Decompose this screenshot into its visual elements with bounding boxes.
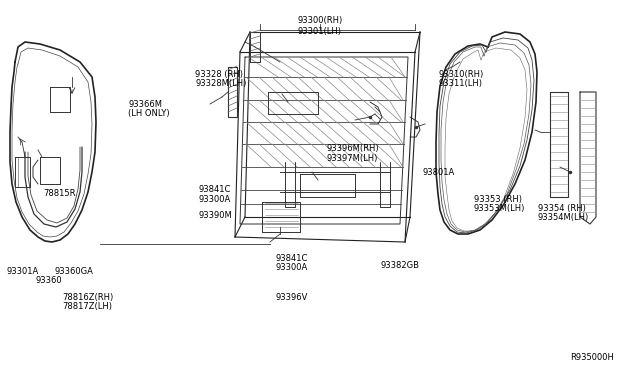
Text: 78815R: 78815R (44, 189, 76, 198)
Text: 93801A: 93801A (422, 169, 454, 177)
Text: 93301(LH): 93301(LH) (298, 27, 342, 36)
Text: 93360GA: 93360GA (54, 267, 93, 276)
Text: 93353 (RH): 93353 (RH) (474, 195, 522, 203)
Text: 93360: 93360 (35, 276, 62, 285)
Text: 93311(LH): 93311(LH) (438, 79, 483, 88)
Text: 93300A: 93300A (275, 263, 307, 272)
Text: 78817Z(LH): 78817Z(LH) (63, 302, 113, 311)
Text: (LH ONLY): (LH ONLY) (128, 109, 170, 118)
Text: 93300A: 93300A (198, 195, 230, 203)
Text: 93354M(LH): 93354M(LH) (538, 213, 589, 222)
Text: 93366M: 93366M (128, 100, 162, 109)
Text: 93396M(RH): 93396M(RH) (326, 144, 379, 153)
Text: 93390M: 93390M (198, 211, 232, 220)
Text: 78816Z(RH): 78816Z(RH) (63, 293, 114, 302)
Text: 93328 (RH): 93328 (RH) (195, 70, 243, 79)
Text: 93301A: 93301A (6, 267, 38, 276)
Text: 93328M(LH): 93328M(LH) (195, 79, 246, 88)
Text: 93300(RH): 93300(RH) (298, 16, 342, 25)
Text: 93841C: 93841C (275, 254, 308, 263)
Text: 93353M(LH): 93353M(LH) (474, 204, 525, 213)
Text: 93310(RH): 93310(RH) (438, 70, 484, 79)
Text: 93382GB: 93382GB (381, 262, 420, 270)
Text: 93841C: 93841C (198, 185, 231, 194)
Text: R935000H: R935000H (570, 353, 614, 362)
Text: 93397M(LH): 93397M(LH) (326, 154, 378, 163)
Text: 93354 (RH): 93354 (RH) (538, 204, 586, 213)
Text: 93396V: 93396V (275, 293, 308, 302)
